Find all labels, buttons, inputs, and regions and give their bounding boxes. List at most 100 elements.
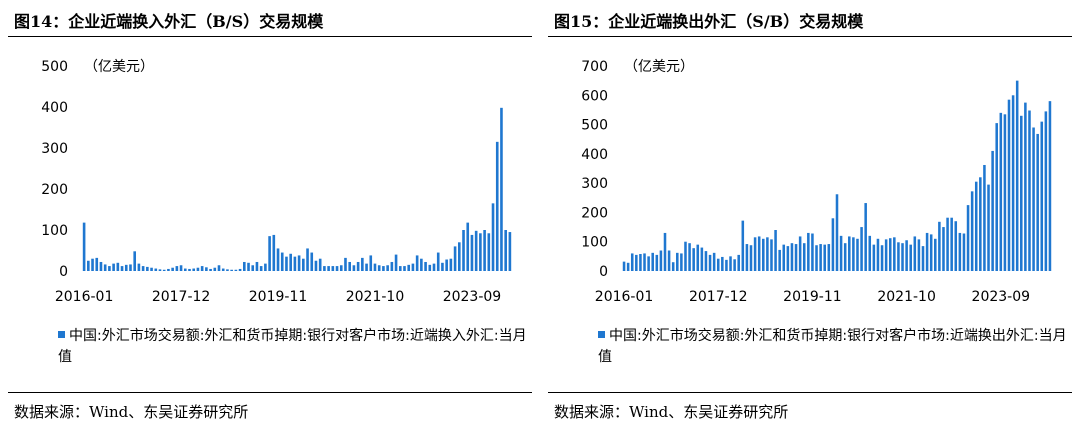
bar [622,261,626,271]
bar [120,266,124,271]
bar [133,251,136,271]
bar [774,230,777,271]
bar [667,250,671,271]
bar [991,150,994,271]
bar [247,262,250,271]
bar [827,244,831,271]
x-tick-label: 2023-09 [972,289,1031,305]
bar [289,253,292,271]
bar [880,245,884,271]
y-tick-label: 200 [581,205,608,221]
bar [420,258,423,271]
bar [259,266,263,271]
bar [663,232,667,271]
bar [386,265,389,271]
bar [1020,115,1023,271]
legend-label: 中国:外汇市场交易额:外汇和货币掉期:银行对客户市场:近端换入外汇:当月值 [58,328,527,365]
y-tick-label: 600 [581,88,608,104]
bar [251,265,255,271]
bar [445,259,448,271]
bar [99,261,103,271]
bar [712,252,716,271]
bar [688,243,691,271]
bar [495,141,499,271]
bar [285,256,288,271]
bar [108,266,111,271]
bar [221,268,225,271]
bar [479,233,482,271]
bar [676,252,679,271]
bar [733,259,736,271]
bar-chart: （亿美元） 0 100 200 300 400 500 600 700 2016-01 2017-1… [581,59,1052,305]
bar [868,235,872,271]
bar [958,232,962,271]
bar [671,262,675,271]
bar [339,265,343,271]
bar [428,264,432,271]
bar [1007,99,1011,272]
bar [162,269,166,271]
bar [757,236,761,271]
bar [297,255,301,271]
bar [913,236,917,271]
bar [696,244,700,271]
x-tick-label: 2021-10 [346,289,405,305]
bar [335,266,339,271]
bar [137,263,141,271]
bar [432,263,436,271]
y-tick-label: 100 [41,223,68,239]
bar [1040,121,1044,271]
bar [864,203,867,271]
bar [872,244,876,271]
bar [721,256,724,271]
bar [897,242,900,271]
x-tick-label: 2023-09 [443,289,502,305]
bar [373,263,377,271]
bar [508,232,512,271]
bar [466,222,470,271]
x-tick-label: 2016-01 [55,289,114,305]
bar [790,243,794,271]
bar [839,235,843,271]
bar [327,266,330,271]
bar [449,258,453,271]
bar [394,254,398,271]
bar [962,233,966,271]
bar [243,261,246,271]
bar [1011,95,1015,271]
bar [807,232,810,271]
x-tick-label: 2017-12 [152,289,211,305]
bar [255,261,259,271]
bar [352,265,356,271]
bar [737,254,740,271]
bar [470,234,474,271]
bar [175,266,179,271]
bar [234,269,238,271]
bar [925,232,929,271]
bar [999,112,1003,271]
bar [158,269,162,271]
bar [934,238,937,271]
bar [893,237,896,271]
bar [487,233,491,271]
bar [310,252,314,271]
bar [398,266,402,271]
bar [293,256,297,271]
bar [835,194,839,271]
bar [462,230,465,271]
bar [684,241,687,271]
bar [365,263,368,271]
bar [116,262,120,271]
bar [183,268,187,271]
bar [124,264,128,271]
bar [741,220,745,271]
bar [749,245,753,271]
bar [280,252,284,271]
x-tick-label: 2017-12 [689,289,748,305]
bar [811,233,814,271]
bar [112,263,115,271]
bar [626,262,630,271]
bar [500,107,503,271]
bar [745,244,749,271]
bar [929,234,933,271]
